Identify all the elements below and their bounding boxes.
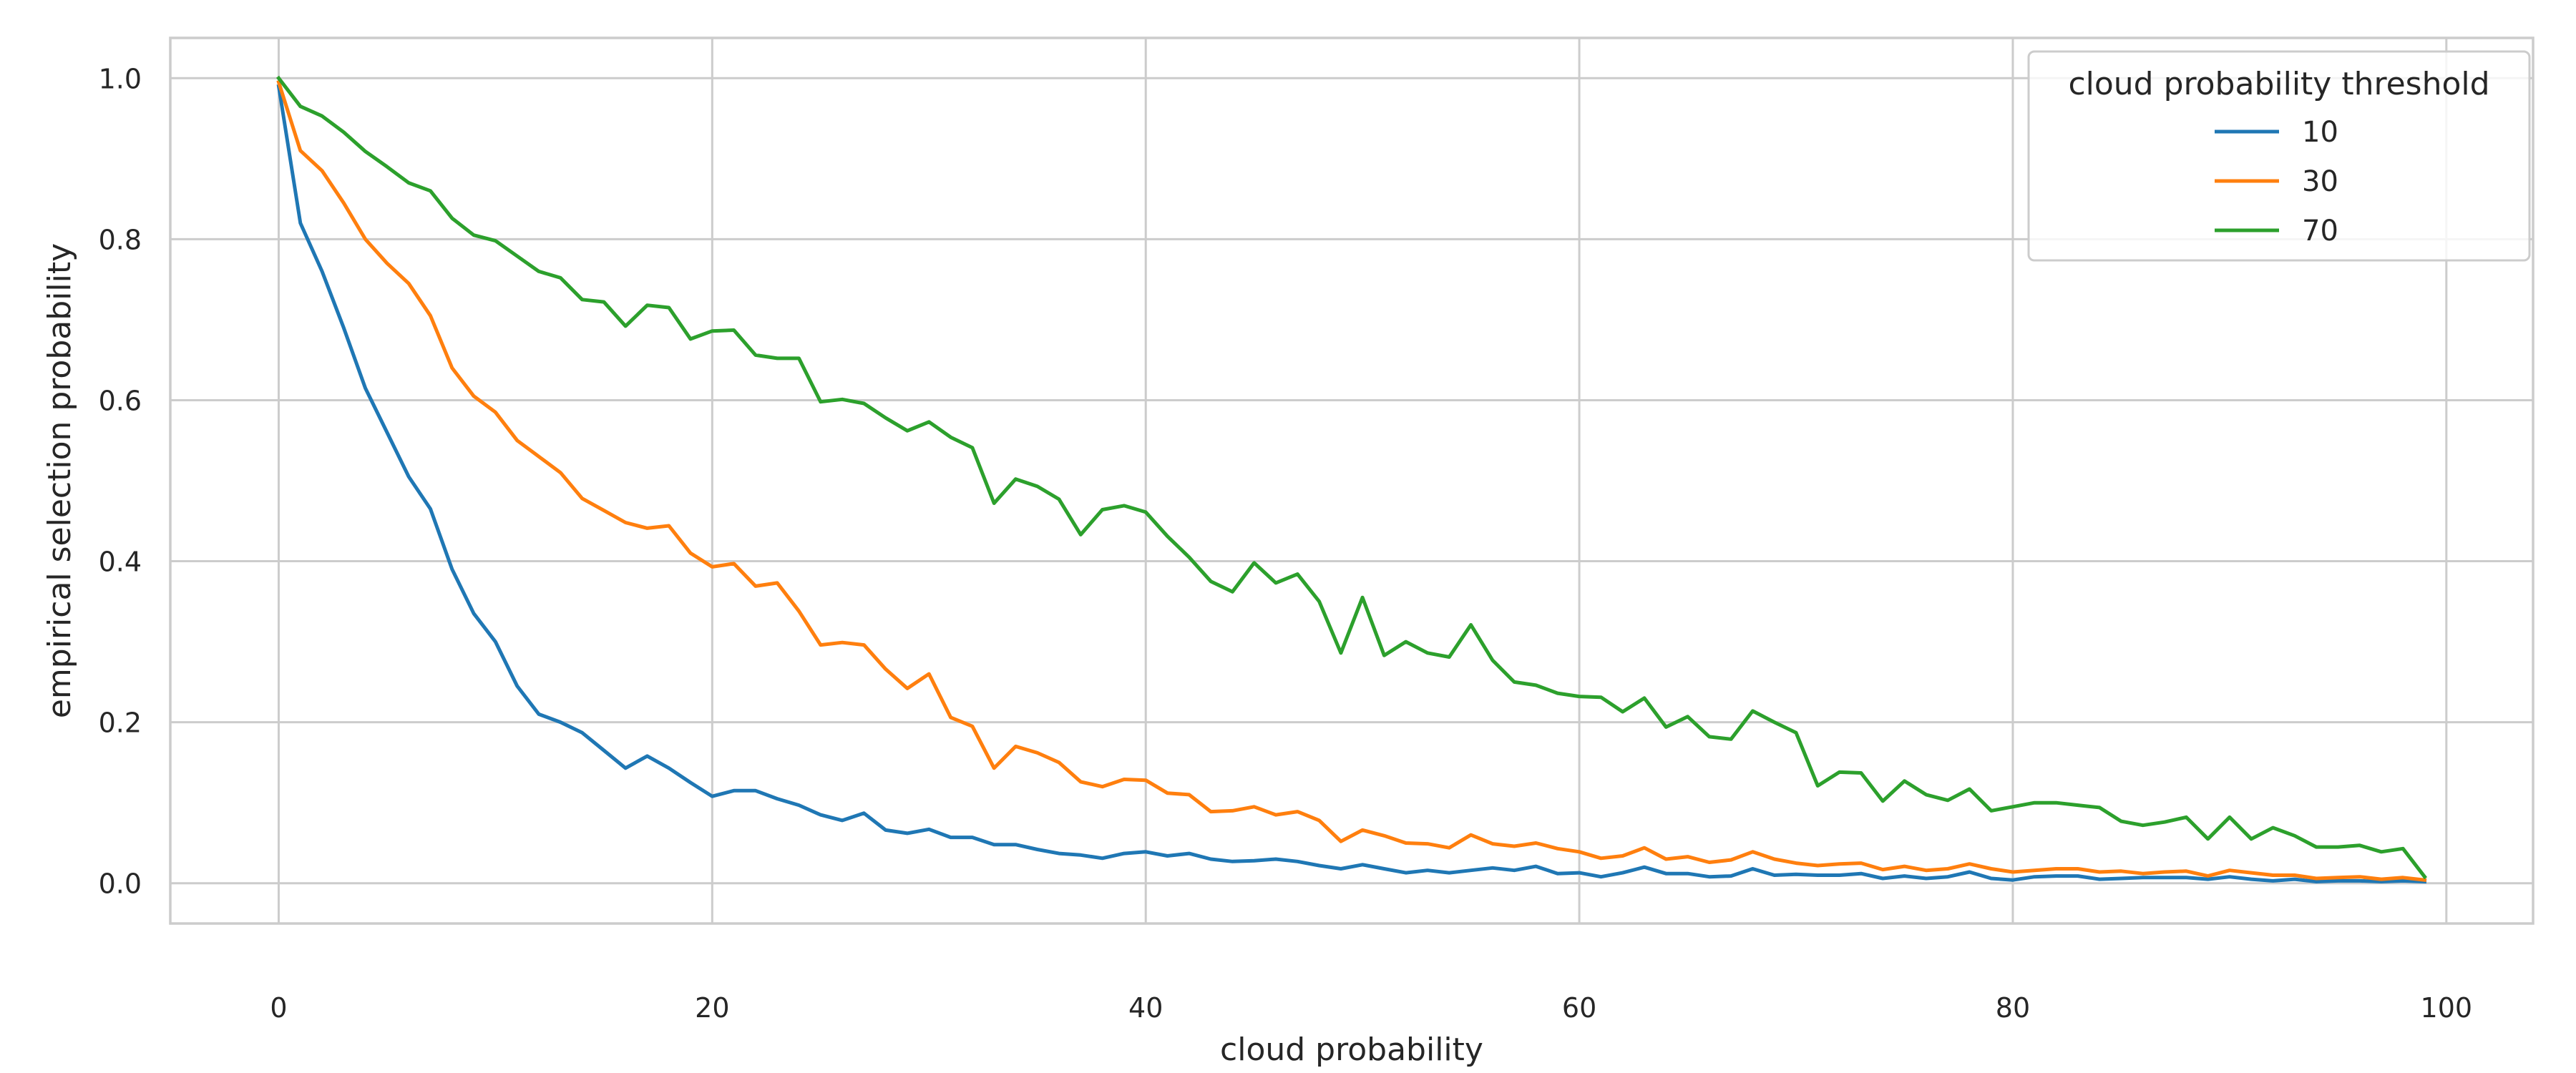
series-lines (275, 75, 2428, 884)
legend-entry-70: 70 (2215, 215, 2338, 248)
legend: cloud probability threshold 10 30 70 (2027, 50, 2531, 262)
y-tick-label: 0.2 (99, 707, 142, 739)
y-tick-label: 0.6 (99, 385, 142, 416)
y-axis-title: empirical selection probability (42, 243, 78, 718)
y-tick-label: 0.0 (99, 868, 142, 900)
x-tick-label: 60 (1562, 992, 1596, 1024)
y-tick-label: 0.8 (99, 224, 142, 255)
x-tick-label: 20 (695, 992, 729, 1024)
legend-entries: 10 30 70 (2215, 116, 2338, 248)
plot-frame (169, 36, 2534, 925)
legend-label: 30 (2302, 165, 2338, 198)
x-tick-label: 0 (270, 992, 287, 1024)
legend-entry-30: 30 (2215, 165, 2338, 198)
x-tick-label: 40 (1128, 992, 1163, 1024)
series-line-30 (276, 79, 2427, 882)
y-axis-ticks: 0.0 0.2 0.4 0.6 0.8 1.0 (99, 63, 142, 899)
legend-box (2027, 50, 2531, 262)
legend-label: 70 (2302, 215, 2338, 248)
legend-entry-10: 10 (2215, 116, 2338, 149)
legend-title: cloud probability threshold (2068, 66, 2489, 102)
x-axis-title: cloud probability (1220, 1032, 1483, 1068)
series-line-10 (276, 84, 2427, 884)
x-axis-ticks: 0 20 40 60 80 100 (270, 992, 2472, 1024)
y-tick-label: 0.4 (99, 547, 142, 578)
legend-label: 10 (2302, 116, 2338, 149)
series-line-70 (275, 75, 2428, 880)
x-tick-label: 80 (1996, 992, 2030, 1024)
y-tick-label: 1.0 (99, 63, 142, 94)
x-tick-label: 100 (2421, 992, 2473, 1024)
